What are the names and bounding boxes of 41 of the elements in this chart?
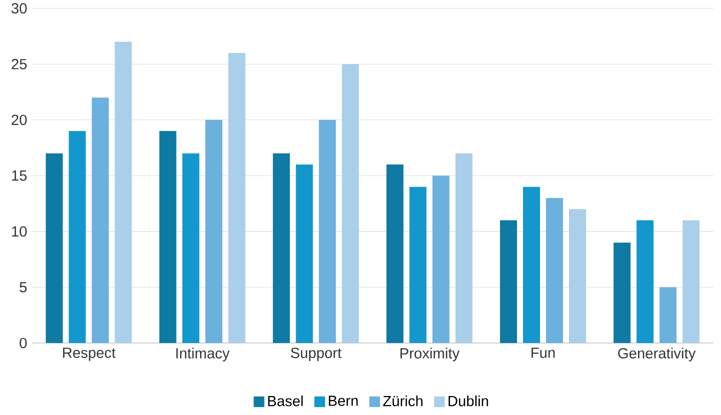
x-tick-label: Support xyxy=(290,348,342,361)
bar xyxy=(660,287,677,343)
x-tick-label: Fun xyxy=(532,348,555,358)
bar xyxy=(546,198,563,343)
bar xyxy=(318,120,336,343)
bar xyxy=(614,242,631,343)
bar xyxy=(409,186,426,343)
y-tick-label: 5 xyxy=(20,282,27,292)
legend-label: Dublin xyxy=(448,395,488,406)
legend-label: Basel xyxy=(268,395,303,406)
bar xyxy=(386,164,404,343)
x-tick-label: Intimacy xyxy=(176,348,230,362)
bar xyxy=(182,153,200,343)
legend-label: Zürich xyxy=(383,395,422,406)
bar xyxy=(500,220,517,343)
y-tick-label: 10 xyxy=(12,226,27,237)
bar xyxy=(46,153,63,343)
bar xyxy=(569,209,586,343)
bar xyxy=(228,52,246,343)
bar xyxy=(342,64,359,343)
y-tick-label: 30 xyxy=(12,3,27,14)
y-tick-label: 20 xyxy=(12,114,27,126)
x-tick-label: Generativity xyxy=(618,348,696,362)
bar xyxy=(455,153,472,343)
bar xyxy=(636,220,654,343)
bar xyxy=(682,220,700,343)
x-tick-label: Proximity xyxy=(400,348,460,362)
bar xyxy=(432,176,450,343)
bar xyxy=(92,98,109,343)
bar xyxy=(68,131,86,343)
y-tick-label: 0 xyxy=(20,338,27,348)
legend-label: Bern xyxy=(328,396,358,406)
y-tick-label: 25 xyxy=(12,58,27,70)
bar xyxy=(205,120,222,343)
bar xyxy=(272,153,290,343)
x-tick-label: Respect xyxy=(63,348,116,361)
bar xyxy=(296,164,313,343)
bar xyxy=(523,186,540,343)
bar xyxy=(114,42,132,343)
y-tick-label: 15 xyxy=(12,170,27,181)
bar xyxy=(159,131,176,343)
